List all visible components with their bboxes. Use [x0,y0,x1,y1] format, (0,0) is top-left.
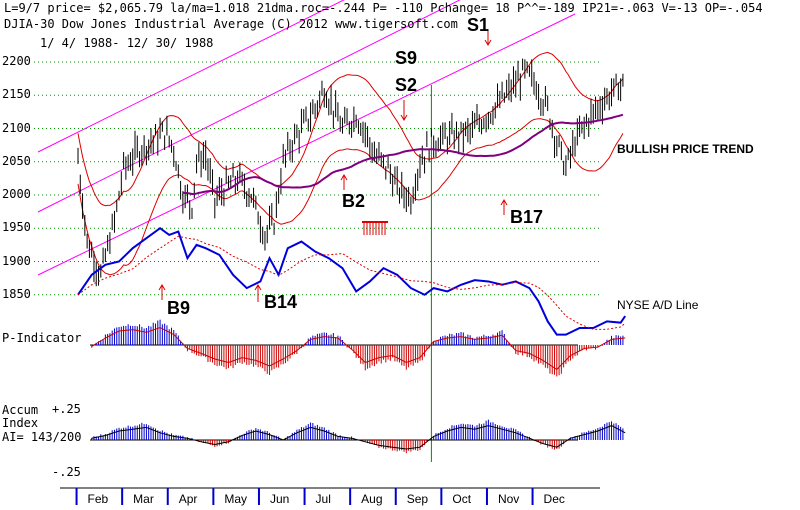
arrow-b2-head [340,174,348,181]
month-label: Jun [269,492,290,506]
arrow-b9-head [158,284,166,291]
month-label: May [224,492,248,506]
p-indicator-histogram [90,319,626,377]
ad-line-label: NYSE A/D Line [617,298,699,312]
p-ma-line [91,326,626,371]
y-tick-label: 2100 [2,120,31,135]
arrow-s2-head [400,114,408,121]
month-label: Jul [315,492,331,506]
p-indicator-label: P-Indicator [2,331,82,345]
bollinger-bands [77,51,624,276]
ad-line [77,227,627,336]
month-axis [60,487,600,505]
index-title: DJIA-30 Dow Jones Industrial Average [4,17,265,31]
month-label: Apr [178,492,198,506]
channel-line [37,0,345,153]
accum-index-histogram [90,419,626,454]
channel-line [37,0,461,213]
month-label: Sep [406,492,429,506]
accum-label-3: AI= 143/200 [2,430,82,444]
ad-line-ma [77,235,626,330]
signal-s2: S2 [395,75,418,95]
month-label: Nov [497,492,520,506]
month-label: Aug [361,492,383,506]
copyright: (C) 2012 www.tigersoft.com [270,17,458,31]
signal-b14: B14 [264,292,298,312]
signal-arrows [158,30,508,302]
arrow-s1-head [484,39,492,46]
date-range: 1/ 4/ 1988- 12/ 30/ 1988 [40,36,214,50]
trend-label: BULLISH PRICE TREND [617,142,754,156]
accum-label-2: Index [2,416,39,430]
stats-line: L=9/7 price= $2,065.79 la/ma=1.018 21dma… [4,1,763,15]
signal-s9: S9 [395,48,418,68]
ad-line-path [77,227,627,336]
lower-band [77,118,624,276]
month-label: Oct [452,492,472,506]
signal-b2: B2 [342,191,366,211]
accum-label-1: Accum [2,403,39,417]
moving-average [182,113,624,196]
price-bars [77,58,624,287]
trend-channel [37,0,576,276]
accum-ma-line [91,425,626,450]
y-tick-label: 2200 [2,54,31,68]
month-label: Feb [87,492,109,506]
channel-line [37,13,576,276]
month-label: Mar [133,492,154,506]
accum-bot-label: -.25 [52,465,81,479]
month-label: Dec [543,492,565,506]
y-tick-label: 1900 [2,253,31,268]
y-tick-label: 1950 [2,220,31,235]
signal-b9: B9 [167,298,191,318]
ma-line [182,113,624,196]
y-tick-label: 1850 [2,286,31,301]
y-tick-label: 2150 [2,87,31,102]
signal-b17: B17 [510,207,544,227]
grid-lines [34,61,600,462]
arrow-b14-head [254,284,262,291]
arrow-b17-head [500,199,508,206]
accum-top-label: +.25 [52,402,81,416]
y-tick-label: 2050 [2,153,31,168]
signal-s1: S1 [467,15,490,35]
y-tick-label: 2000 [2,187,31,201]
